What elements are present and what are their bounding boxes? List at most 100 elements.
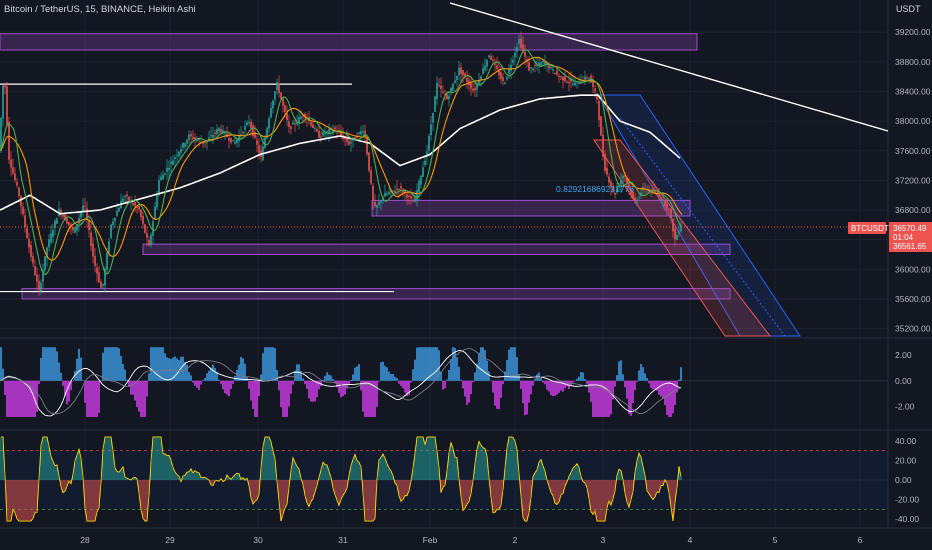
macd-bar (610, 380, 612, 415)
macd-bar (70, 380, 72, 391)
candle-body (358, 132, 360, 134)
candle-body (592, 80, 594, 87)
candle-body (50, 233, 52, 243)
candle-body (396, 188, 398, 190)
macd-bar (396, 378, 398, 381)
macd-bar (486, 360, 488, 381)
macd-bar (130, 380, 132, 395)
candle-body (516, 47, 518, 52)
macd-bar (402, 380, 404, 389)
macd-bar (308, 380, 310, 399)
price-tick: 39200.00 (895, 27, 931, 37)
candle-body (38, 280, 40, 290)
trendline (449, 2, 889, 132)
macd-bar (242, 358, 244, 381)
osc-line (1, 436, 682, 522)
candle-body (60, 210, 62, 216)
candle-body (600, 116, 602, 136)
sma-white-line (0, 94, 681, 215)
macd-bar (210, 367, 212, 381)
candle-body (500, 72, 502, 79)
macd-bar (296, 364, 298, 381)
macd-bar (80, 357, 82, 381)
candle-body (626, 177, 628, 183)
candle-body (296, 121, 298, 125)
macd-bar (310, 380, 312, 402)
candle-body (560, 76, 562, 78)
candle-body (248, 122, 250, 124)
candle-body (438, 84, 440, 86)
currency-label[interactable]: USDT (896, 4, 921, 14)
candle-body (190, 134, 192, 137)
candle-body (274, 91, 276, 100)
macd-bar (162, 347, 164, 381)
candle-body (512, 59, 514, 63)
macd-bar (424, 347, 426, 381)
candle-body (474, 88, 476, 91)
macd-bar (572, 380, 574, 383)
time-axis[interactable]: 28 29 30 31 Feb 2 3 4 5 6 (80, 535, 862, 545)
candle-body (616, 188, 618, 193)
macd-bar (464, 380, 466, 397)
candle-body (208, 137, 210, 141)
candle-body (392, 190, 394, 192)
candle-body (678, 231, 680, 233)
macd-bar (110, 347, 112, 381)
macd-bar (356, 366, 358, 381)
candle-body (362, 131, 364, 133)
candle-body (284, 105, 286, 113)
macd-bar (454, 347, 456, 381)
macd-bar (268, 347, 270, 381)
macd-bar (300, 371, 302, 381)
candle-body (158, 180, 160, 195)
candle-body (662, 199, 664, 201)
candle-body (558, 75, 560, 78)
macd-bar (654, 380, 656, 390)
candle-body (52, 230, 54, 237)
macd-bar (36, 380, 38, 412)
candle-body (428, 135, 430, 151)
candle-body (220, 129, 222, 133)
candle-body (524, 51, 526, 57)
candle-body (538, 62, 540, 66)
candle-body (414, 196, 416, 202)
candle-body (10, 159, 12, 168)
candle-body (324, 133, 326, 135)
candle-body (556, 70, 558, 75)
macd-bar (632, 380, 634, 404)
price-axis[interactable]: 39200.00 38800.00 38400.00 38000.00 37600.00… (895, 27, 931, 524)
candle-body (294, 123, 296, 125)
candle-body (536, 64, 538, 66)
candle-body (650, 189, 652, 192)
candle-body (98, 272, 100, 282)
candle-body (116, 210, 118, 216)
macd-bar (362, 380, 364, 412)
macd-bar (142, 380, 144, 417)
candle-body (410, 196, 412, 198)
macd-bar (562, 380, 564, 392)
macd-bar (58, 362, 60, 381)
candle-body (228, 138, 230, 141)
candle-body (288, 121, 290, 127)
macd-bar (672, 380, 674, 414)
macd-bar (198, 380, 200, 390)
candle-body (542, 60, 544, 63)
macd-bar (436, 347, 438, 381)
candle-body (278, 83, 280, 94)
candle-body (90, 232, 92, 247)
candle-body (534, 65, 536, 67)
macd-bar (108, 347, 110, 381)
candle-body (454, 80, 456, 83)
macd-bar (648, 380, 650, 384)
ema-green-line (0, 49, 683, 275)
macd-bar (522, 380, 524, 404)
macd-bar (444, 380, 446, 389)
macd-bar (474, 372, 476, 381)
macd-bar (260, 374, 262, 381)
macd-bar (222, 380, 224, 390)
macd-bar (574, 380, 576, 382)
macd-bar (432, 347, 434, 381)
candle-body (280, 92, 282, 99)
macd-bar (338, 380, 340, 393)
